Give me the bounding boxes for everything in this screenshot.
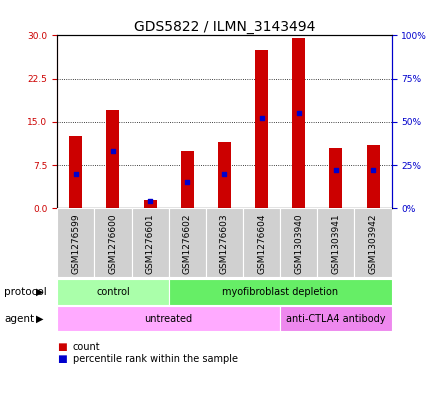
Point bbox=[295, 110, 302, 116]
Bar bbox=[292, 38, 305, 208]
Text: GSM1303941: GSM1303941 bbox=[331, 214, 341, 274]
Text: control: control bbox=[96, 287, 130, 297]
Point bbox=[221, 171, 228, 177]
Point bbox=[258, 115, 265, 121]
Text: GSM1303942: GSM1303942 bbox=[369, 214, 378, 274]
Text: percentile rank within the sample: percentile rank within the sample bbox=[73, 354, 238, 364]
FancyBboxPatch shape bbox=[243, 208, 280, 277]
Text: GSM1276603: GSM1276603 bbox=[220, 214, 229, 274]
Point bbox=[370, 167, 377, 173]
Text: ▶: ▶ bbox=[36, 287, 44, 297]
Text: GSM1303940: GSM1303940 bbox=[294, 214, 303, 274]
Point bbox=[184, 179, 191, 185]
FancyBboxPatch shape bbox=[280, 208, 317, 277]
Bar bbox=[69, 136, 82, 208]
Point bbox=[72, 171, 79, 177]
Text: GSM1276602: GSM1276602 bbox=[183, 214, 192, 274]
Bar bbox=[255, 50, 268, 208]
Text: anti-CTLA4 antibody: anti-CTLA4 antibody bbox=[286, 314, 385, 323]
FancyBboxPatch shape bbox=[57, 208, 94, 277]
FancyBboxPatch shape bbox=[355, 208, 392, 277]
Text: ■: ■ bbox=[57, 342, 67, 352]
Text: untreated: untreated bbox=[145, 314, 193, 323]
Text: GSM1276604: GSM1276604 bbox=[257, 214, 266, 274]
Text: ■: ■ bbox=[57, 354, 67, 364]
FancyBboxPatch shape bbox=[57, 306, 280, 331]
Text: myofibroblast depletion: myofibroblast depletion bbox=[222, 287, 338, 297]
Bar bbox=[143, 200, 157, 208]
Point bbox=[110, 148, 117, 154]
Text: count: count bbox=[73, 342, 100, 352]
FancyBboxPatch shape bbox=[280, 306, 392, 331]
Bar bbox=[367, 145, 380, 208]
Point bbox=[147, 198, 154, 204]
FancyBboxPatch shape bbox=[317, 208, 355, 277]
Text: GSM1276601: GSM1276601 bbox=[146, 214, 154, 274]
FancyBboxPatch shape bbox=[169, 279, 392, 305]
FancyBboxPatch shape bbox=[132, 208, 169, 277]
Text: GSM1276599: GSM1276599 bbox=[71, 214, 80, 274]
Title: GDS5822 / ILMN_3143494: GDS5822 / ILMN_3143494 bbox=[134, 20, 315, 34]
FancyBboxPatch shape bbox=[57, 279, 169, 305]
Bar bbox=[181, 151, 194, 208]
FancyBboxPatch shape bbox=[94, 208, 132, 277]
FancyBboxPatch shape bbox=[206, 208, 243, 277]
Bar bbox=[218, 142, 231, 208]
Text: ▶: ▶ bbox=[36, 314, 44, 323]
Point bbox=[332, 167, 339, 173]
Text: agent: agent bbox=[4, 314, 34, 323]
Text: GSM1276600: GSM1276600 bbox=[108, 214, 117, 274]
Text: protocol: protocol bbox=[4, 287, 47, 297]
FancyBboxPatch shape bbox=[169, 208, 206, 277]
Bar bbox=[330, 148, 342, 208]
Bar bbox=[106, 110, 119, 208]
